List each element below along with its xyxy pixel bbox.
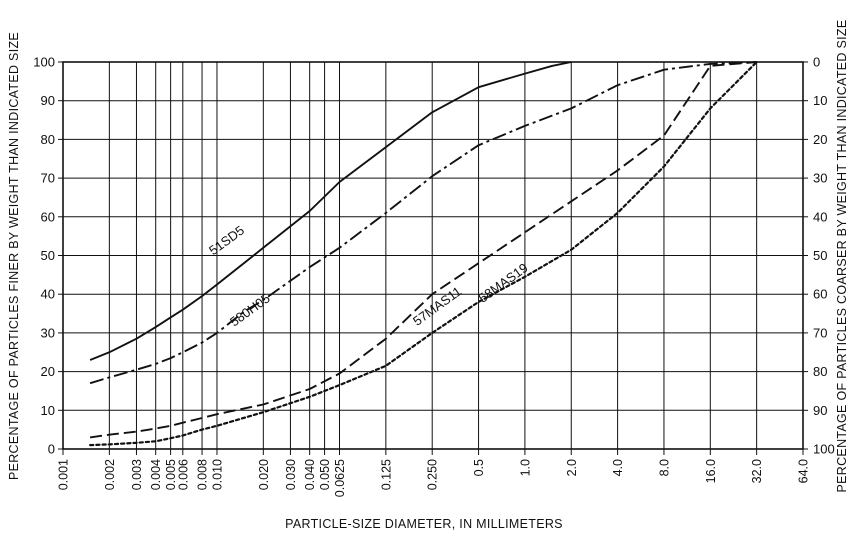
series-group — [89, 60, 758, 447]
y-tick-label-left: 10 — [41, 403, 55, 418]
x-tick-label: 0.050 — [318, 459, 332, 490]
series-line — [89, 61, 757, 385]
y-tick-label-left: 100 — [33, 55, 55, 70]
y-tick-label-right: 10 — [813, 93, 827, 108]
y-tick-label-right: 100 — [813, 442, 835, 457]
x-tick-label: 16.0 — [704, 459, 718, 483]
x-tick-label: 0.004 — [149, 459, 163, 490]
y-tick-label-right: 90 — [813, 403, 827, 418]
x-tick-label: 8.0 — [657, 459, 671, 476]
x-tick-label: 0.006 — [176, 459, 190, 490]
y-tick-label-left: 30 — [41, 325, 55, 340]
x-tick-label: 0.008 — [196, 459, 210, 490]
y-tick-label-left: 0 — [48, 442, 55, 457]
y-tick-label-left: 70 — [41, 171, 55, 186]
y-tick-label-right: 70 — [813, 325, 827, 340]
x-tick-label: 4.0 — [611, 459, 625, 476]
y-tick-label-right: 0 — [813, 55, 820, 70]
x-axis-label: PARTICLE-SIZE DIAMETER, IN MILLIMETERS — [285, 517, 563, 531]
x-tick-label: 0.001 — [57, 459, 71, 490]
x-tick-label: 0.030 — [284, 459, 298, 490]
y-tick-label-right: 30 — [813, 171, 827, 186]
y-tick-label-right: 50 — [813, 248, 827, 263]
plot-frame — [62, 61, 804, 450]
y-tick-label-left: 40 — [41, 287, 55, 302]
y-tick-label-left: 20 — [41, 364, 55, 379]
series-line — [89, 60, 758, 447]
x-tick-label: 1.0 — [518, 459, 532, 476]
series-line — [89, 61, 572, 361]
y-axis-label-left: PERCENTAGE OF PARTICLES FINER BY WEIGHT … — [7, 32, 21, 480]
y-axis-label-right: PERCENTAGE OF PARTICLES COARSER BY WEIGH… — [835, 19, 849, 492]
x-tick-label: 0.0625 — [333, 459, 347, 497]
x-tick-label: 32.0 — [750, 459, 764, 483]
x-tick-label: 0.002 — [103, 459, 117, 490]
x-tick-label: 0.020 — [257, 459, 271, 490]
x-tick-label: 0.003 — [130, 459, 144, 490]
y-tick-label-right: 80 — [813, 364, 827, 379]
x-tick-label: 2.0 — [565, 459, 579, 476]
y-tick-label-left: 90 — [41, 93, 55, 108]
tick-labels: 0 10 20 30 40 50 60 70 80 90 100 0 10 20 30 40 50 60 70 80 9… — [33, 55, 834, 498]
y-tick-label-left: 60 — [41, 209, 55, 224]
y-tick-label-left: 50 — [41, 248, 55, 263]
x-tick-label: 64.0 — [797, 459, 811, 483]
plot-border — [62, 61, 804, 450]
y-tick-label-right: 20 — [813, 132, 827, 147]
y-tick-label-left: 80 — [41, 132, 55, 147]
x-tick-label: 0.005 — [164, 459, 178, 490]
x-tick-label: 0.125 — [379, 459, 393, 490]
x-tick-label: 0.040 — [303, 459, 317, 490]
y-tick-label-right: 40 — [813, 209, 827, 224]
x-tick-label: 0.5 — [472, 459, 486, 476]
y-tick-label-right: 60 — [813, 287, 827, 302]
series-line — [89, 61, 757, 439]
x-tick-label: 0.010 — [210, 459, 224, 490]
x-tick-label: 0.250 — [426, 459, 440, 490]
